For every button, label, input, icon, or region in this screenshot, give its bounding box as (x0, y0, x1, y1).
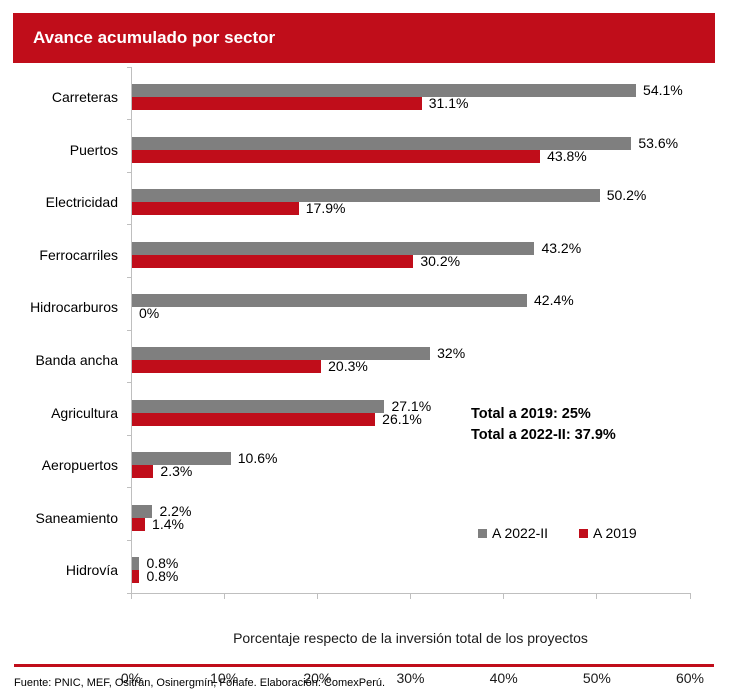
x-axis-tick (689, 594, 691, 599)
value-label: 31.1% (428, 95, 469, 111)
x-axis-tick (130, 594, 132, 599)
category-tick (127, 119, 131, 121)
bar-2022 (132, 557, 140, 571)
bar-2022 (132, 504, 153, 518)
category-label: Hidrocarburos (30, 299, 118, 316)
total-2019-text: Total a 2019: 25% (471, 406, 591, 422)
x-axis-tick (410, 594, 411, 599)
value-label: 27.1% (391, 397, 432, 414)
category-tick (127, 382, 131, 384)
category-label: Electricidad (45, 194, 118, 211)
bar-2022 (132, 452, 231, 466)
x-axis-tick (316, 594, 318, 599)
y-axis-line (131, 67, 132, 593)
category-tick (127, 539, 131, 541)
x-tick-label: 50% (582, 670, 611, 686)
bar-2019 (132, 202, 299, 216)
category-label: Aeropuertos (41, 457, 118, 474)
bar-2019 (132, 570, 140, 584)
x-tick-label: 0% (120, 670, 142, 686)
value-label: 10.6% (237, 450, 278, 467)
category-tick (127, 224, 131, 226)
x-tick-label: 10% (210, 670, 239, 686)
category-tick (127, 171, 131, 173)
x-axis-tick (596, 594, 598, 599)
category-label: Carreteras (51, 89, 118, 105)
header-banner: Avance acumulado por sector (13, 13, 715, 63)
bar-2019 (132, 97, 422, 110)
bar-2022 (132, 294, 528, 308)
bar-2022 (132, 399, 385, 413)
legend-swatch-2022-icon (478, 528, 487, 538)
category-label: Saneamiento (35, 509, 118, 526)
bar-2022 (132, 347, 431, 360)
legend-item-2019: A 2019 (579, 525, 637, 541)
bar-2022 (132, 136, 632, 150)
plot-area: Carreteras 54.1% 31.1% Puertos 53.6% 43.8% Ele… (30, 66, 704, 686)
x-axis-tick (223, 594, 225, 599)
category-label: Ferrocarriles (39, 246, 118, 263)
bar-2019 (132, 254, 414, 268)
bar-2022 (132, 189, 600, 203)
legend-label-2022: A 2022-II (492, 525, 549, 541)
x-axis-line (131, 593, 691, 594)
category-label: Banda ancha (35, 352, 118, 368)
legend: A 2022-II A 2019 (478, 525, 637, 541)
bar-2022 (132, 241, 535, 255)
value-label: 17.9% (305, 200, 346, 217)
x-tick-label: 20% (303, 670, 332, 686)
bar-2019 (132, 360, 322, 373)
value-label: 32% (437, 345, 466, 361)
category-label: Hidrovía (65, 562, 118, 579)
value-label: 20.3% (328, 358, 368, 374)
category-tick (127, 276, 131, 278)
bar-2019 (132, 465, 154, 479)
value-label: 54.1% (643, 82, 683, 98)
footer-divider (14, 664, 714, 667)
value-label: 43.2% (541, 239, 582, 256)
category-tick (127, 329, 131, 331)
value-label: 0% (139, 305, 160, 322)
value-label: 0.8% (146, 568, 179, 585)
x-axis-tick (503, 594, 505, 599)
value-label: 26.1% (382, 410, 422, 427)
category-tick (127, 66, 131, 68)
category-tick (127, 434, 131, 436)
total-2022-text: Total a 2022-II: 37.9% (471, 427, 616, 443)
value-label: 43.8% (547, 147, 587, 164)
source-note: Fuente: PNIC, MEF, Ositrán, Osinergmín, … (14, 677, 386, 689)
category-tick (127, 487, 131, 489)
bar-2019 (132, 149, 541, 163)
bar-2022 (132, 84, 637, 97)
bar-2019 (132, 517, 146, 531)
value-label: 53.6% (638, 134, 679, 151)
legend-swatch-2019-icon (579, 528, 589, 538)
value-label: 1.4% (152, 515, 184, 532)
legend-item-2022: A 2022-II (478, 525, 548, 541)
value-label: 42.4% (534, 292, 574, 309)
value-label: 50.2% (606, 187, 647, 204)
totals-annotation: Total a 2019: 25% Total a 2022-II: 37.9% (471, 404, 616, 446)
x-tick-label: 40% (489, 670, 518, 686)
category-tick (127, 592, 131, 594)
value-label: 2.2% (159, 502, 192, 519)
category-label: Agricultura (51, 404, 118, 421)
legend-label-2019: A 2019 (593, 525, 637, 541)
value-label: 2.3% (160, 463, 193, 480)
bar-2019 (132, 412, 376, 426)
category-label: Puertos (69, 141, 118, 158)
x-tick-label: 60% (675, 670, 705, 686)
value-label: 0.8% (146, 555, 179, 572)
value-label: 30.2% (420, 252, 461, 269)
chart-title: Avance acumulado por sector (33, 28, 276, 47)
x-axis-title: Porcentaje respecto de la inversión tota… (233, 630, 588, 646)
x-tick-label: 30% (396, 670, 425, 686)
